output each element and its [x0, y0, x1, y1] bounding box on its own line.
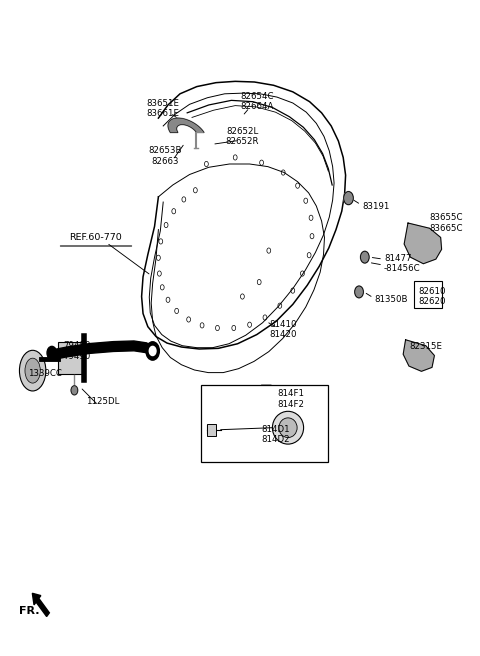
Circle shape: [71, 386, 78, 395]
Polygon shape: [404, 223, 442, 264]
FancyArrow shape: [32, 593, 49, 617]
Ellipse shape: [279, 418, 297, 438]
Text: 79480
79490: 79480 79490: [63, 341, 91, 361]
Circle shape: [344, 192, 353, 205]
Text: 82652L
82652R: 82652L 82652R: [226, 127, 259, 146]
Circle shape: [355, 286, 363, 298]
Text: 82610
82620: 82610 82620: [418, 287, 446, 306]
Bar: [207, 424, 216, 436]
Text: REF.60-770: REF.60-770: [70, 233, 122, 242]
Bar: [414, 281, 442, 308]
Text: 81477
-81456C: 81477 -81456C: [384, 254, 420, 274]
Text: FR.: FR.: [19, 606, 40, 617]
Polygon shape: [168, 118, 204, 133]
Text: 82654C
82664A: 82654C 82664A: [240, 92, 274, 112]
Circle shape: [149, 346, 156, 356]
Text: 83655C
83665C: 83655C 83665C: [430, 213, 463, 233]
Circle shape: [47, 346, 57, 359]
Text: 81410
81420: 81410 81420: [269, 319, 297, 339]
Polygon shape: [403, 340, 434, 371]
Text: 83651E
83661E: 83651E 83661E: [147, 98, 180, 118]
Text: 83191: 83191: [362, 202, 390, 211]
Bar: [58, 342, 84, 374]
Text: 814F1
814F2: 814F1 814F2: [277, 389, 304, 409]
Text: 81350B: 81350B: [374, 295, 408, 304]
Circle shape: [146, 342, 159, 360]
Ellipse shape: [19, 350, 46, 391]
Ellipse shape: [25, 358, 40, 383]
Text: 1339CC: 1339CC: [28, 369, 62, 379]
Circle shape: [360, 251, 369, 263]
Ellipse shape: [272, 411, 304, 444]
Bar: [201, 385, 328, 462]
Text: 82315E: 82315E: [410, 342, 443, 351]
Text: 814D1
814D2: 814D1 814D2: [262, 424, 290, 444]
Text: 1125DL: 1125DL: [86, 397, 120, 406]
Text: 82653B
82663: 82653B 82663: [149, 146, 182, 166]
